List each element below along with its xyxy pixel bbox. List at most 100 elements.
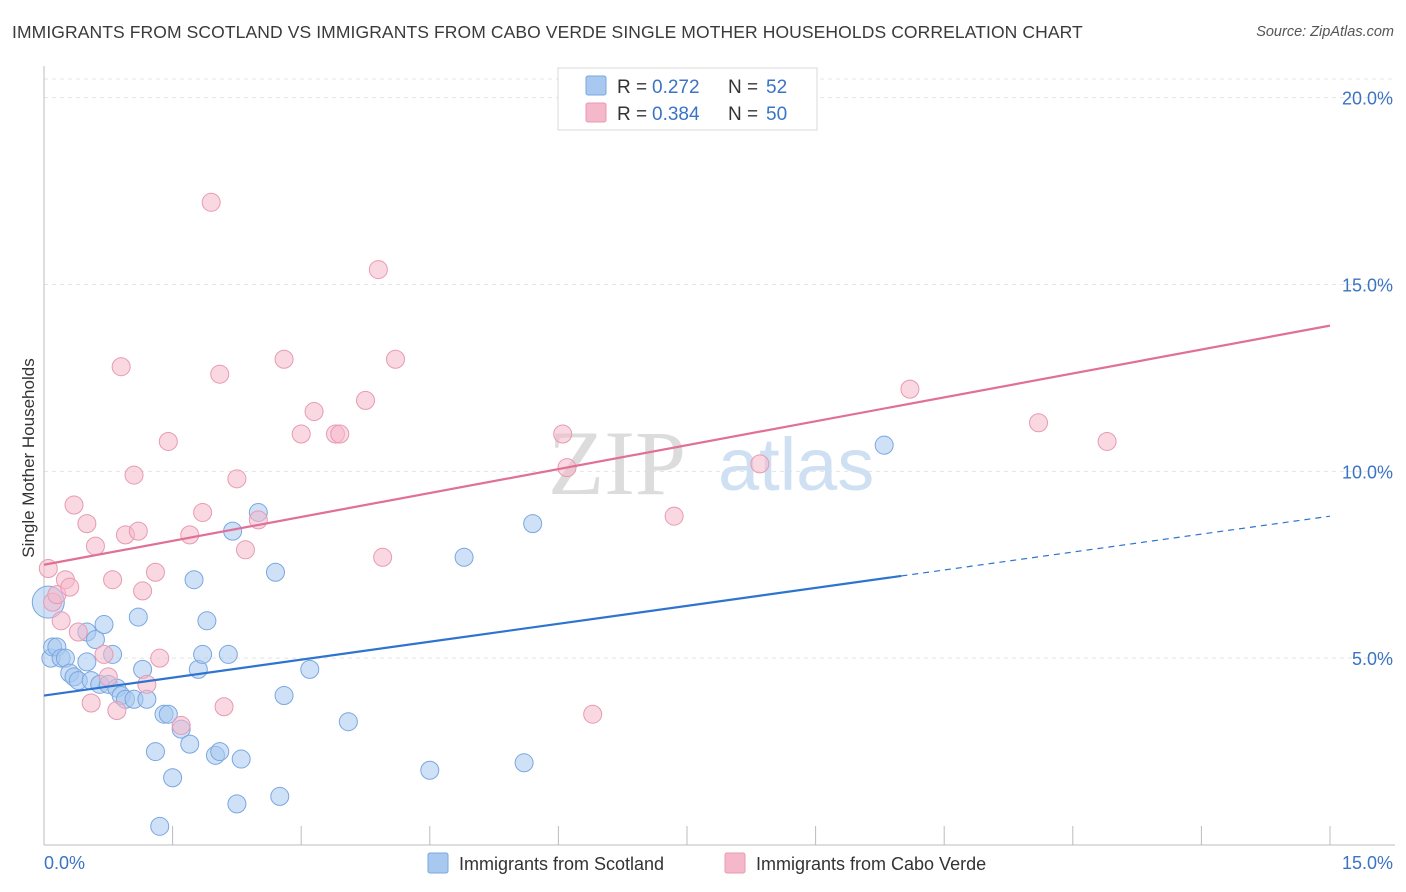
cabo-verde-point-18 (128, 521, 148, 541)
legend-bottom-label-cabo-verde: Immigrants from Cabo Verde (756, 854, 986, 874)
watermark: ZIP atlas (548, 412, 874, 514)
scotland-trend-extension (901, 515, 1331, 577)
scotland-point-36 (210, 742, 230, 762)
cabo-verde-point-10 (85, 536, 105, 556)
cabo-verde-point-46 (750, 454, 770, 474)
cabo-verde-point-25 (180, 525, 200, 545)
legend-top: R = 0.272 N = 52 R = 0.384 N = 50 (557, 67, 818, 131)
scotland-point-44 (274, 686, 294, 706)
x-tick-label-0: 0.0% (44, 853, 85, 873)
cabo-verde-point-9 (81, 693, 101, 713)
legend-swatch-cabo-verde (585, 102, 607, 123)
scotland-point-34 (197, 611, 217, 631)
cabo-verde-point-35 (304, 402, 324, 422)
cabo-verde-point-42 (553, 424, 573, 444)
cabo-verde-point-38 (356, 390, 375, 410)
cabo-verde-point-19 (133, 581, 153, 601)
data-points (31, 192, 1117, 836)
axes (43, 66, 1395, 846)
legend-swatch-scotland (585, 75, 607, 96)
scotland-point-14 (94, 615, 114, 635)
cabo-verde-point-29 (214, 697, 234, 717)
legend-r-label-scotland: R = (617, 77, 647, 98)
y-tick-label-0: 5.0% (1352, 649, 1393, 669)
scotland-point-12 (85, 629, 105, 649)
legend-bottom-swatch-cabo-verde (724, 852, 746, 874)
scotland-point-30 (180, 734, 200, 754)
y-axis-label: Single Mother Households (19, 358, 38, 557)
scotland-point-51 (874, 435, 894, 455)
cabo-verde-point-41 (386, 349, 406, 369)
cabo-verde-point-21 (145, 562, 165, 582)
y-tick-label-1: 10.0% (1342, 462, 1393, 482)
scotland-point-31 (184, 570, 204, 590)
cabo-verde-point-17 (124, 465, 144, 485)
scotland-point-45 (300, 659, 320, 679)
legend-bottom-label-scotland: Immigrants from Scotland (459, 854, 664, 874)
legend-r-value-cabo-verde: 0.384 (652, 104, 700, 125)
cabo-verde-point-20 (137, 674, 157, 694)
cabo-verde-point-22 (150, 648, 170, 668)
scotland-point-42 (265, 562, 285, 582)
cabo-verde-trend-line (43, 324, 1331, 566)
scotland-point-46 (338, 712, 358, 732)
cabo-verde-point-15 (111, 357, 131, 377)
legend-n-label-scotland: N = (728, 77, 758, 98)
y-tick-labels: 5.0% 10.0% 15.0% 20.0% (1342, 89, 1393, 669)
trend-lines (43, 324, 1331, 697)
legend-n-value-cabo-verde: 50 (766, 104, 787, 125)
cabo-verde-point-39 (368, 260, 388, 280)
x-tick-labels: 0.0% 15.0% (44, 853, 1393, 873)
legend-n-value-scotland: 52 (766, 77, 787, 98)
scotland-point-33 (193, 644, 213, 664)
scotland-trend-line (43, 574, 902, 697)
cabo-verde-point-44 (583, 704, 603, 724)
cabo-verde-point-37 (330, 424, 350, 444)
scotland-point-21 (128, 607, 148, 627)
legend-n-label-cabo-verde: N = (728, 104, 758, 125)
legend-bottom-swatch-scotland (427, 852, 449, 874)
cabo-verde-point-31 (235, 540, 255, 560)
cabo-verde-point-49 (1097, 431, 1117, 451)
cabo-verde-point-48 (1029, 413, 1049, 433)
scotland-point-25 (150, 816, 170, 836)
cabo-verde-point-7 (68, 622, 88, 642)
cabo-verde-point-8 (77, 514, 97, 534)
gridlines (44, 78, 1395, 659)
scotland-point-27 (158, 704, 178, 724)
cabo-verde-point-26 (193, 502, 213, 522)
scotland-point-48 (454, 547, 474, 567)
cabo-verde-point-11 (94, 644, 114, 664)
legend-bottom: Immigrants from Scotland Immigrants from… (427, 852, 986, 874)
cabo-verde-point-6 (64, 495, 84, 515)
y-tick-label-3: 20.0% (1342, 89, 1393, 109)
legend-r-value-scotland: 0.272 (652, 77, 700, 98)
scotland-point-24 (145, 742, 165, 762)
scotland-point-39 (227, 794, 247, 814)
scotland-point-37 (218, 644, 238, 664)
y-tick-label-2: 15.0% (1342, 276, 1393, 296)
x-tick-label-1: 15.0% (1342, 853, 1393, 873)
cabo-verde-point-24 (171, 715, 191, 735)
source-credit: Source: ZipAtlas.com (1256, 24, 1394, 40)
cabo-verde-point-5 (60, 577, 80, 597)
cabo-verde-point-45 (664, 506, 684, 526)
cabo-verde-point-34 (291, 424, 311, 444)
cabo-verde-point-14 (107, 700, 127, 720)
scotland-point-40 (231, 749, 251, 769)
cabo-verde-point-27 (201, 192, 221, 212)
scotland-point-28 (163, 768, 183, 788)
scotland-point-49 (514, 753, 534, 773)
cabo-verde-point-3 (51, 611, 71, 631)
legend-r-label-cabo-verde: R = (617, 104, 647, 125)
scotland-point-47 (420, 760, 440, 780)
scotland-point-43 (270, 786, 290, 806)
cabo-verde-point-33 (274, 349, 294, 369)
cabo-verde-point-30 (227, 469, 247, 489)
scotland-point-10 (77, 652, 97, 672)
chart-title: IMMIGRANTS FROM SCOTLAND VS IMMIGRANTS F… (12, 22, 1083, 42)
scotland-point-50 (523, 514, 543, 534)
cabo-verde-point-12 (98, 667, 118, 687)
cabo-verde-point-23 (158, 431, 178, 451)
